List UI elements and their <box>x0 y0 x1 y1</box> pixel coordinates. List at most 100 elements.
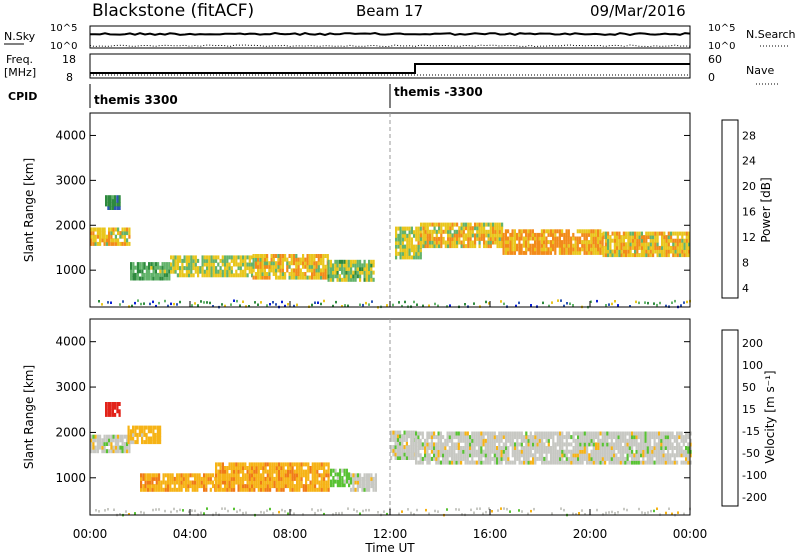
heatmap-cell <box>308 275 311 280</box>
heatmap-cell <box>493 453 496 458</box>
heatmap-cell <box>343 483 346 488</box>
heatmap-cell <box>482 431 485 436</box>
heatmap-cell <box>525 229 528 234</box>
heatmap-cell <box>194 484 197 489</box>
heatmap-cell <box>449 236 452 241</box>
heatmap-cell <box>339 479 342 484</box>
heatmap-cell <box>174 262 177 267</box>
heatmap-cell <box>368 487 371 492</box>
heatmap-cell <box>543 449 546 454</box>
heatmap-cell <box>242 269 245 274</box>
heatmap-cell <box>529 438 532 443</box>
heatmap-cell <box>636 238 639 243</box>
heatmap-cell <box>426 446 429 450</box>
colorbar-tick-label: -15 <box>742 425 760 438</box>
heatmap-cell <box>275 268 278 273</box>
heatmap-cell <box>538 247 541 252</box>
heatmap-cell <box>476 222 479 227</box>
heatmap-cell <box>235 480 238 485</box>
heatmap-cell <box>511 438 514 443</box>
heatmap-cell <box>291 487 294 492</box>
heatmap-cell <box>420 244 423 249</box>
heatmap-cell <box>509 435 512 440</box>
heatmap-cell <box>314 462 317 467</box>
heatmap-cell <box>399 226 402 231</box>
heatmap-cell <box>676 238 679 243</box>
heatmap-cell <box>674 299 676 303</box>
heatmap-cell <box>473 431 476 436</box>
heatmap-cell <box>532 438 535 443</box>
heatmap-cell <box>162 487 165 492</box>
heatmap-cell <box>215 511 217 515</box>
heatmap-cell <box>662 453 665 458</box>
heatmap-cell <box>141 429 144 434</box>
heatmap-cell <box>520 236 523 241</box>
heatmap-cell <box>286 261 289 266</box>
heatmap-cell <box>442 435 445 440</box>
heatmap-cell <box>188 258 191 263</box>
heatmap-cell <box>108 231 111 236</box>
heatmap-cell <box>563 449 566 454</box>
heatmap-cell <box>498 222 501 227</box>
heatmap-cell <box>105 449 108 454</box>
heatmap-cell <box>155 473 158 478</box>
heatmap-cell <box>390 430 393 435</box>
heatmap-cell <box>595 453 598 458</box>
heatmap-cell <box>554 460 557 465</box>
heatmap-cell <box>608 431 611 436</box>
heatmap-cell <box>235 273 238 278</box>
heatmap-cell <box>680 431 683 436</box>
heatmap-cell <box>502 247 505 252</box>
heatmap-cell <box>237 473 240 478</box>
heatmap-cell <box>314 480 317 485</box>
nsearch-tick-bottom: 10^0 <box>708 41 735 52</box>
heatmap-cell <box>306 268 309 273</box>
heatmap-cell <box>269 484 272 489</box>
heatmap-cell <box>617 456 620 461</box>
heatmap-cell <box>504 236 507 241</box>
heatmap-cell <box>323 487 326 492</box>
heatmap-cell <box>279 272 282 276</box>
heatmap-cell <box>455 460 458 465</box>
heatmap-cell <box>556 449 559 454</box>
heatmap-cell <box>592 250 595 255</box>
heatmap-cell <box>469 226 472 231</box>
heatmap-cell <box>235 469 238 474</box>
heatmap-cell <box>586 442 589 447</box>
heatmap-cell <box>428 431 431 436</box>
heatmap-cell <box>162 476 165 481</box>
heatmap-cell <box>157 272 160 277</box>
heatmap-cell <box>679 238 682 243</box>
heatmap-cell <box>581 247 584 252</box>
heatmap-cell <box>317 275 320 280</box>
heatmap-cell <box>685 253 688 258</box>
heatmap-cell <box>259 261 262 266</box>
heatmap-cell <box>246 266 249 271</box>
heatmap-cell <box>293 257 296 262</box>
heatmap-cell <box>194 473 197 478</box>
heatmap-cell <box>197 258 200 263</box>
heatmap-cell <box>473 442 476 447</box>
heatmap-cell <box>419 248 422 253</box>
heatmap-cell <box>435 449 438 454</box>
heatmap-cell <box>185 476 188 481</box>
heatmap-cell <box>365 274 368 279</box>
heatmap-cell <box>159 436 162 441</box>
heatmap-cell <box>496 240 499 245</box>
heatmap-cell <box>429 233 432 238</box>
heatmap-cell <box>498 240 501 245</box>
heatmap-cell <box>119 438 122 443</box>
heatmap-cell <box>372 263 375 268</box>
heatmap-cell <box>206 273 209 278</box>
heatmap-cell <box>667 453 670 458</box>
heatmap-cell <box>305 473 308 478</box>
heatmap-cell <box>420 240 423 245</box>
heatmap-cell <box>507 247 510 252</box>
heatmap-cell <box>604 442 607 447</box>
heatmap-cell <box>426 449 429 454</box>
heatmap-cell <box>260 510 262 514</box>
heatmap-cell <box>403 434 406 439</box>
heatmap-cell <box>439 460 442 465</box>
heatmap-cell <box>602 249 605 254</box>
